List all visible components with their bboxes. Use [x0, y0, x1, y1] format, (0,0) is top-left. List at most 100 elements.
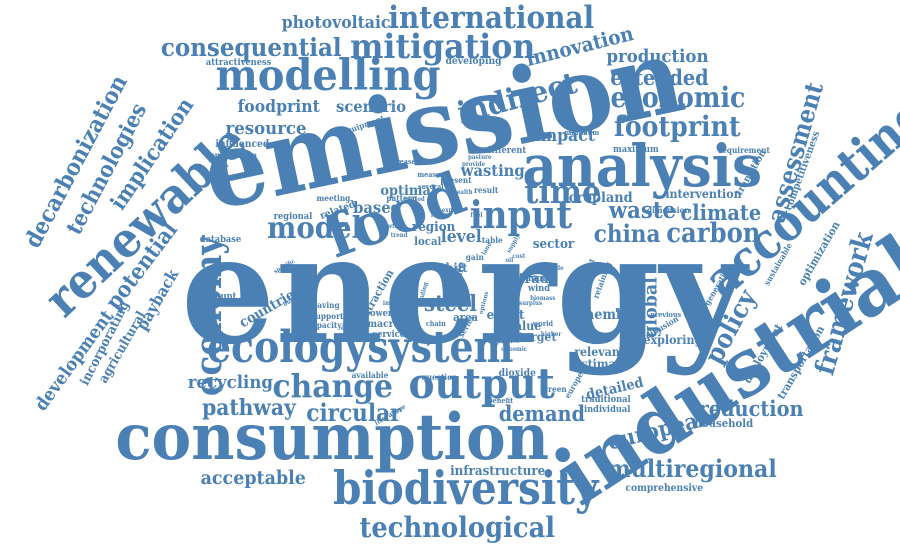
word-increase: increase: [385, 157, 416, 166]
word-mode: mode: [546, 265, 564, 272]
word-maximum: maximum: [612, 145, 659, 155]
word-multiregional: multiregional: [607, 454, 777, 483]
word-export: export: [441, 207, 462, 214]
word-input: input: [469, 192, 573, 237]
word-influenced: influenced: [215, 139, 270, 150]
word-saving: saving: [313, 300, 340, 310]
word-regional: regional: [273, 212, 313, 222]
word-trade: trade: [518, 271, 557, 287]
word-chain: chain: [425, 319, 446, 328]
word-provide: provide: [462, 161, 486, 168]
word-developing: developing: [445, 56, 502, 67]
word-output: output: [408, 359, 555, 408]
word-import: import: [382, 300, 404, 307]
word-previous: previous: [650, 310, 682, 319]
word-future: future: [430, 212, 451, 219]
word-demand: demand: [498, 401, 586, 426]
word-mitigation: mitigation: [349, 27, 536, 67]
word-infrastructure: infrastructure: [450, 464, 546, 479]
word-relevant: relevant: [574, 345, 625, 359]
word-measure: measure: [417, 170, 449, 179]
word-green: green: [543, 384, 567, 394]
word-level: level: [440, 227, 482, 247]
word-carbon: carbon: [666, 218, 761, 249]
word-biomass: biomass: [530, 295, 556, 302]
word-extended: extended: [610, 65, 709, 90]
word-resource: resource: [225, 118, 307, 139]
word-power: power: [364, 309, 393, 319]
word-individual: individual: [584, 405, 631, 415]
word-model: model: [267, 211, 363, 246]
word-capacity: capacity: [307, 320, 342, 330]
word-consumption: consumption: [115, 400, 549, 475]
word-present: present: [440, 175, 472, 185]
word-dioxide: dioxide: [498, 368, 536, 379]
word-optimal: optimal: [380, 183, 436, 199]
word-traditional: traditional: [581, 395, 631, 405]
word-reduction: reduction: [698, 396, 804, 421]
word-world: world: [532, 319, 554, 328]
word-material: material: [615, 305, 646, 314]
word-different: different: [485, 146, 527, 156]
word-technological: technological: [359, 511, 556, 544]
word-combination: combination: [205, 150, 257, 160]
word-wind: wind: [527, 284, 551, 294]
word-more: more: [528, 274, 552, 284]
word-sector: sector: [532, 237, 575, 252]
word-meeting: meeting: [316, 193, 351, 203]
word-fuel: fuel: [470, 212, 483, 219]
word-acceptable: acceptable: [200, 467, 306, 489]
word-support: support: [311, 311, 344, 321]
word-requirement: requirement: [718, 145, 770, 155]
word-estimate: estimate: [574, 357, 628, 371]
word-footprint: footprint: [614, 110, 741, 143]
word-scale: scale: [589, 334, 609, 343]
word-climate: climate: [680, 200, 762, 225]
word-circular: circular: [306, 398, 402, 427]
word-recycling: recycling: [187, 372, 273, 393]
word-local: local: [414, 235, 442, 248]
word-oil: oil: [505, 257, 514, 264]
word-impact: impact: [534, 126, 595, 146]
word-biodiversity: biodiversity: [333, 461, 599, 515]
word-international: international: [388, 0, 595, 36]
word-pattern: pattern: [386, 193, 417, 203]
word-account: account: [199, 292, 237, 302]
word-effect: effect: [486, 308, 525, 323]
word-growth: growth: [376, 223, 399, 230]
word-member: member: [580, 307, 641, 323]
word-using: using: [497, 301, 515, 308]
word-consequential: consequential: [160, 33, 342, 62]
word-energy: energy: [180, 202, 747, 378]
word-household: household: [694, 417, 754, 430]
word-china: china: [593, 219, 661, 248]
word-shift: shift: [439, 261, 468, 275]
word-region: region: [411, 220, 456, 235]
word-attractiveness: attractiveness: [205, 58, 272, 68]
word-service: service: [372, 330, 405, 340]
word-health: health: [452, 189, 473, 196]
word-question: question: [421, 372, 458, 382]
word-production: production: [606, 46, 709, 67]
word-conomic: conomic: [501, 346, 528, 353]
word-photovoltaic: photovoltaic: [281, 13, 391, 33]
word-database: database: [199, 235, 242, 245]
word-gain: gain: [465, 252, 484, 262]
word-exploring: exploring: [643, 333, 703, 347]
word-dimension: dimension: [646, 205, 690, 215]
word-result: result: [474, 185, 499, 195]
word-value: value: [508, 319, 542, 333]
word-minimum: minimum: [564, 128, 600, 137]
word-waste: waste: [608, 197, 677, 224]
word-economic: economic: [610, 81, 746, 114]
word-strategies: strategies: [488, 338, 520, 345]
word-foodprint: foodprint: [237, 97, 320, 117]
word-intervention: intervention: [665, 187, 742, 201]
word-time: time: [524, 172, 602, 211]
word-higher: higher: [540, 331, 562, 338]
word-ecologysystem: ecologysystem: [206, 322, 514, 373]
word-area: area: [453, 311, 478, 324]
word-period: period: [404, 196, 425, 203]
word-pathway: pathway: [202, 395, 296, 421]
